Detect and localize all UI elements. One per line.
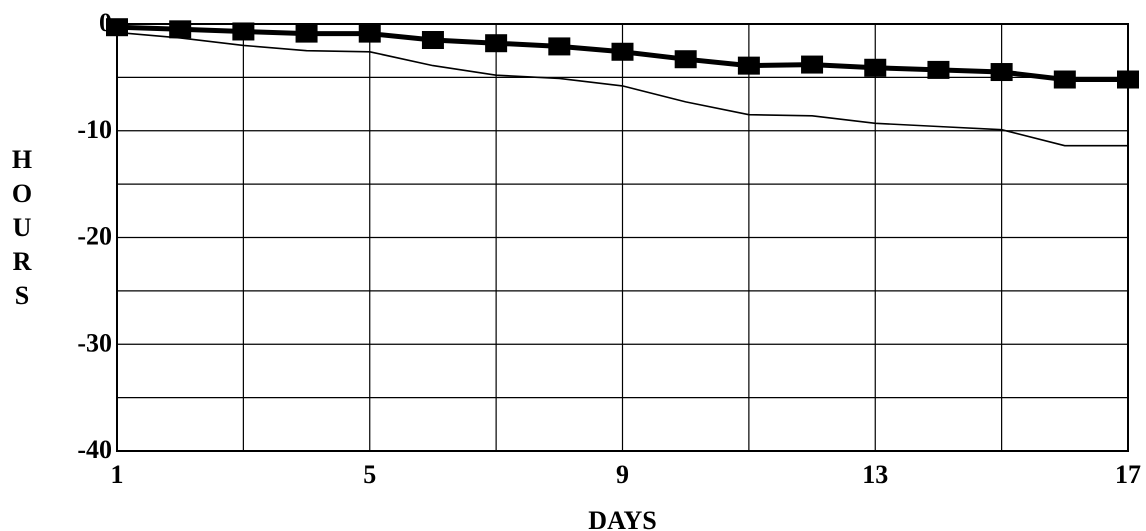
data-point-marker <box>801 55 824 74</box>
data-point-marker <box>1117 70 1139 89</box>
data-point-marker <box>737 56 760 75</box>
data-point-marker <box>106 18 128 37</box>
y-tick-labels: 0 -10 -20 -30 -40 <box>77 8 112 464</box>
data-point-marker <box>1053 70 1076 89</box>
x-tick-label: 9 <box>616 460 629 489</box>
x-tick-label: 17 <box>1115 460 1141 489</box>
y-tick-label: 0 <box>99 8 112 37</box>
series-layer <box>106 18 1139 147</box>
x-tick-labels: 1 5 9 13 17 <box>111 460 1142 489</box>
data-point-marker <box>990 63 1013 82</box>
series-line-thin <box>116 31 1128 147</box>
x-tick-label: 1 <box>111 460 124 489</box>
data-point-marker <box>927 60 950 79</box>
y-tick-label: -30 <box>77 328 112 357</box>
data-point-marker <box>295 24 318 43</box>
data-point-marker <box>358 24 381 43</box>
data-point-marker <box>864 58 887 77</box>
data-point-marker <box>548 37 571 56</box>
y-axis-title-letter: R <box>13 247 32 276</box>
plot-frame <box>116 23 1129 452</box>
data-point-marker <box>169 20 192 39</box>
y-tick-label: -10 <box>77 115 112 144</box>
y-axis-title-letter: O <box>12 179 32 208</box>
data-point-marker <box>232 22 255 41</box>
data-point-marker <box>485 34 508 53</box>
y-axis-title-letter: S <box>15 281 29 310</box>
data-point-marker <box>421 31 444 50</box>
y-tick-label: -20 <box>77 222 112 251</box>
y-tick-label: -40 <box>77 435 112 464</box>
x-axis-title: DAYS <box>588 506 656 531</box>
y-axis-title-letter: H <box>12 145 32 174</box>
x-tick-label: 13 <box>862 460 888 489</box>
y-axis-title-letter: U <box>13 213 32 242</box>
data-point-marker <box>674 50 697 69</box>
x-tick-label: 5 <box>363 460 376 489</box>
gridlines <box>117 24 1128 451</box>
data-point-marker <box>611 42 634 61</box>
